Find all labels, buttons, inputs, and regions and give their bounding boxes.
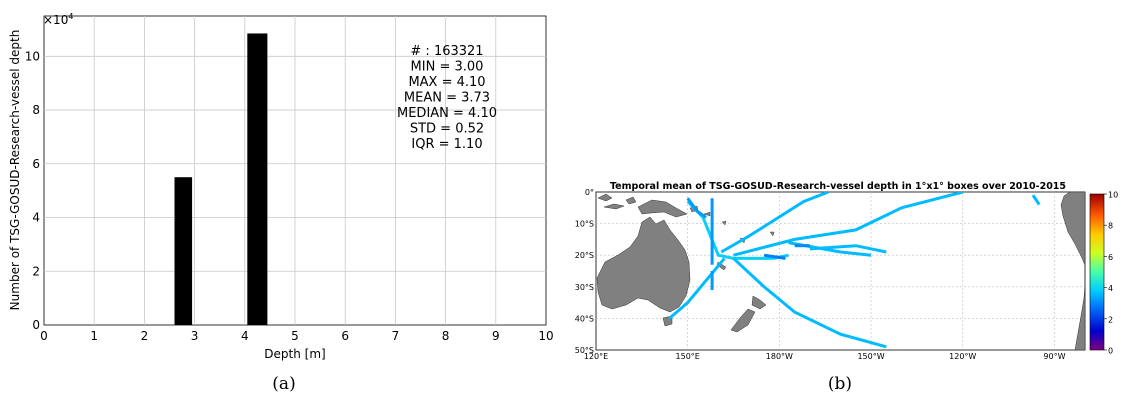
latitude-tick-label: 0°: [585, 188, 594, 197]
map-panel: Temporal mean of TSG-GOSUD-Research-vess…: [575, 181, 1118, 394]
ship-tracks: [668, 192, 1041, 349]
longitude-tick-label: 150°W: [857, 352, 884, 361]
ship-track: [686, 197, 707, 219]
colorbar-tick-label: 0: [1108, 347, 1113, 356]
x-tick-label: 1: [90, 329, 98, 343]
histogram-x-label: Depth [m]: [264, 347, 325, 361]
y-exponent-label: ×104: [43, 12, 73, 27]
statistic-line: MEAN = 3.73: [404, 91, 490, 106]
ship-track: [1031, 194, 1041, 206]
new-zealand-landmass: [730, 295, 767, 333]
colorbar: [1089, 193, 1105, 351]
x-tick-label: 4: [241, 329, 249, 343]
caption-b: (b): [828, 374, 852, 394]
australia-landmass: [596, 216, 691, 313]
colorbar-tick-label: 2: [1108, 315, 1113, 324]
histogram-y-ticks: 0 2 4 6 8 10: [25, 49, 40, 332]
longitude-tick-label: 120°W: [949, 352, 976, 361]
latitude-tick-label: 10°S: [575, 220, 594, 229]
x-tick-label: 8: [442, 329, 450, 343]
map-latitude-ticks: 0° 10°S 20°S 30°S 40°S 50°S: [575, 188, 594, 355]
x-tick-label: 7: [392, 329, 400, 343]
histogram-bars: [174, 33, 268, 326]
latitude-tick-label: 50°S: [575, 346, 594, 355]
map-content: [596, 192, 1085, 350]
colorbar-tick-label: 4: [1108, 284, 1113, 293]
y-tick-label: 0: [32, 318, 40, 332]
x-tick-label: 2: [141, 329, 149, 343]
x-tick-label: 5: [291, 329, 299, 343]
new-guinea-landmass: [637, 199, 688, 218]
latitude-tick-label: 20°S: [575, 251, 594, 260]
map-title: Temporal mean of TSG-GOSUD-Research-vess…: [610, 181, 1066, 192]
longitude-tick-label: 90°W: [1043, 352, 1065, 361]
statistic-line: MEDIAN = 4.10: [397, 106, 497, 121]
ship-track: [763, 253, 786, 260]
statistic-line: IQR = 1.10: [411, 137, 482, 152]
latitude-tick-label: 30°S: [575, 283, 594, 292]
histogram-panel: 0 1 2 3 4 5 6 7 8 9 10 0 2 4 6 8 10 ×104 Depth [m] Numb…: [8, 12, 554, 394]
x-tick-label: 3: [191, 329, 199, 343]
colorbar-ticks: 10 8 6 4 2 0: [1104, 191, 1118, 356]
colorbar-tick-label: 8: [1108, 222, 1113, 231]
statistic-line: MIN = 3.00: [411, 60, 484, 75]
y-tick-label: 2: [32, 264, 40, 278]
longitude-tick-label: 180°W: [766, 352, 793, 361]
ship-track: [733, 192, 964, 257]
ship-track: [720, 192, 829, 254]
x-tick-label: 0: [40, 329, 48, 343]
longitude-tick-label: 120°E: [584, 352, 608, 361]
longitude-tick-label: 150°E: [676, 352, 700, 361]
histogram-bar: [174, 177, 193, 325]
map-longitude-ticks: 120°E 150°E 180°W 150°W 120°W 90°W: [584, 352, 1066, 361]
y-tick-label: 6: [32, 157, 40, 171]
y-tick-label: 10: [25, 49, 40, 63]
colorbar-tick-label: 6: [1108, 253, 1113, 262]
histogram-bar: [247, 33, 268, 326]
x-tick-label: 10: [538, 329, 553, 343]
statistic-line: STD = 0.52: [410, 122, 484, 137]
latitude-tick-label: 40°S: [575, 314, 594, 323]
statistic-line: # : 163321: [410, 44, 483, 59]
caption-a: (a): [272, 374, 295, 394]
histogram-x-ticks: 0 1 2 3 4 5 6 7 8 9 10: [40, 329, 553, 343]
ship-track: [732, 257, 887, 349]
x-tick-label: 9: [492, 329, 500, 343]
y-tick-label: 4: [32, 211, 40, 225]
y-tick-label: 8: [32, 103, 40, 117]
south-america-landmass: [1060, 192, 1085, 350]
histogram-grid: [44, 16, 546, 325]
statistic-line: MAX = 4.10: [408, 75, 485, 90]
x-tick-label: 6: [341, 329, 349, 343]
histogram-y-label: Number of TSG-GOSUD-Research-vessel dept…: [8, 30, 22, 311]
colorbar-tick-label: 10: [1108, 191, 1118, 200]
indonesia-islands: [597, 193, 637, 210]
